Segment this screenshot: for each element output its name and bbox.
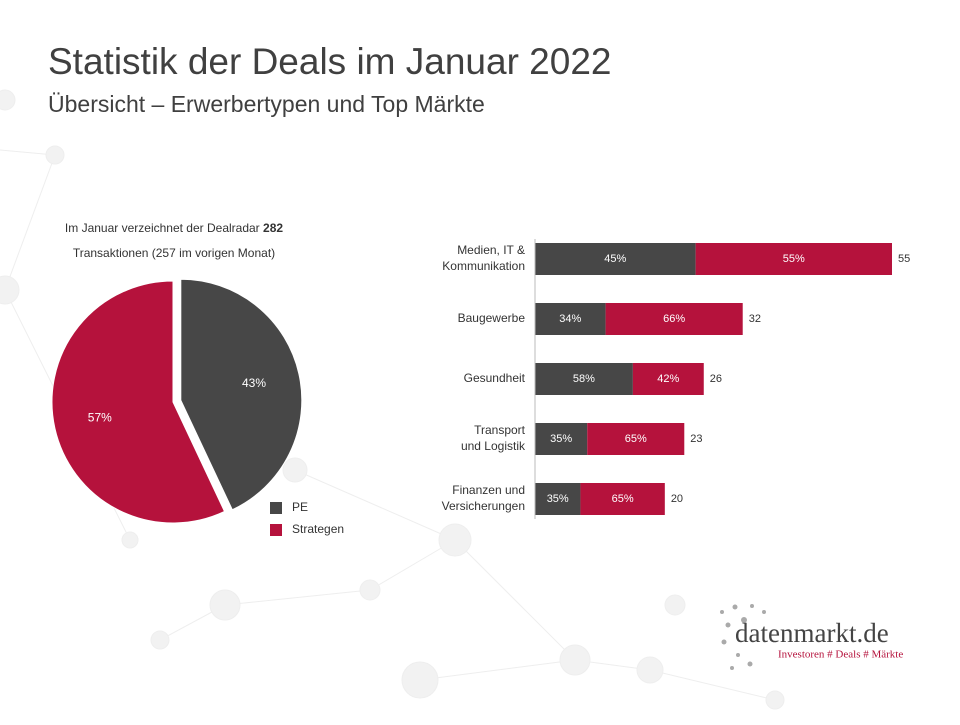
- bar-total-label: 55: [898, 253, 910, 265]
- pie-slice: [51, 280, 226, 524]
- bar-segment: [632, 363, 704, 395]
- category-label: Gesundheit: [464, 371, 526, 385]
- bar-segment-label: 66%: [663, 313, 685, 325]
- logo-tagline: Investoren # Deals # Märkte: [778, 649, 903, 661]
- bar-segment: [535, 303, 606, 335]
- category-label: Medien, IT &: [457, 243, 525, 257]
- bar-total-label: 32: [749, 313, 761, 325]
- legend-label: PE: [292, 500, 308, 514]
- bar-segment-label: 55%: [783, 253, 805, 265]
- bar-total-label: 23: [690, 433, 702, 445]
- legend-swatch: [270, 524, 282, 536]
- bar-segment-label: 65%: [612, 493, 634, 505]
- bar-segment-label: 35%: [547, 493, 569, 505]
- bar-segment: [535, 243, 696, 275]
- bar-segment-label: 45%: [604, 253, 626, 265]
- legend-swatch: [270, 502, 282, 514]
- category-label: Versicherungen: [442, 499, 525, 513]
- bar-segment: [580, 483, 665, 515]
- category-label: Finanzen und: [452, 483, 525, 497]
- subtitle: Übersicht – Erwerbertypen und Top Märkte: [48, 91, 485, 117]
- bar-segment: [535, 483, 581, 515]
- bar-segment: [695, 243, 892, 275]
- category-label: Baugewerbe: [458, 311, 526, 325]
- bar-segment-label: 58%: [573, 373, 595, 385]
- bar-segment: [587, 423, 685, 455]
- pie-label: 57%: [88, 411, 112, 425]
- bar-segment: [535, 423, 588, 455]
- logo-name: datenmarkt.de: [735, 618, 889, 648]
- category-label: Transport: [474, 423, 526, 437]
- pie-label: 43%: [242, 376, 266, 390]
- background-network: [0, 89, 785, 710]
- legend-label: Strategen: [292, 522, 344, 536]
- pie-slice: [180, 278, 303, 511]
- title: Statistik der Deals im Januar 2022: [48, 41, 612, 82]
- bar-segment-label: 34%: [559, 313, 581, 325]
- note-bold: 282: [263, 221, 283, 235]
- category-label: Kommunikation: [442, 259, 525, 273]
- note-line1: Im Januar verzeichnet der Dealradar 282: [65, 221, 283, 235]
- category-label: und Logistik: [461, 439, 526, 453]
- bar-segment-label: 42%: [657, 373, 679, 385]
- bar-segment: [535, 363, 633, 395]
- bar-total-label: 26: [710, 373, 722, 385]
- note-line2: Transaktionen (257 im vorigen Monat): [73, 246, 275, 260]
- bar-segment: [605, 303, 743, 335]
- bar-segment-label: 65%: [625, 433, 647, 445]
- logo: datenmarkt.de Investoren # Deals # Märkt…: [720, 604, 903, 670]
- bar-segment-label: 35%: [550, 433, 572, 445]
- bar-total-label: 20: [671, 493, 683, 505]
- note-text: Im Januar verzeichnet der Dealradar: [65, 221, 260, 235]
